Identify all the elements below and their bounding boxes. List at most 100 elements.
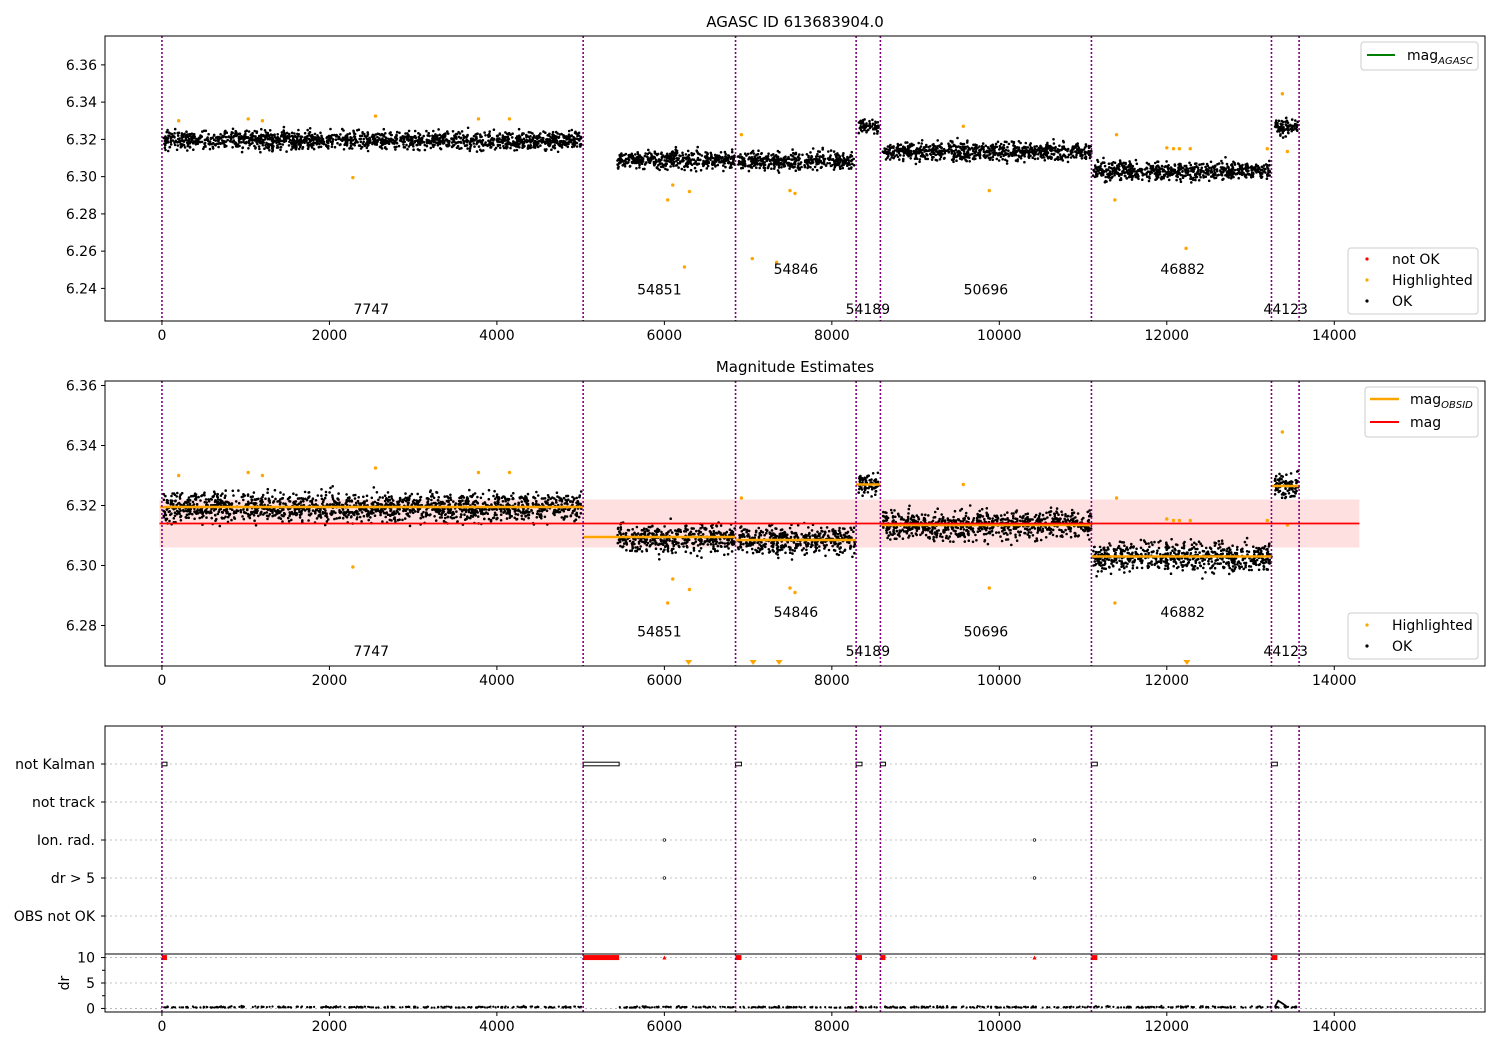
agasc-mag-axes: 0 2000 4000 6000 8000 10000 12000 14000 6.24 6.26…: [66, 58, 1357, 344]
agasc-mag-bottom-legend: not OK Highlighted OK: [1347, 247, 1479, 315]
ok-points: [162, 116, 1299, 184]
obsid-label: 46882: [1160, 605, 1205, 621]
dr-high-run: [161, 955, 167, 961]
obsid-label: 44123: [1263, 644, 1308, 660]
x-tick-label: 12000: [1145, 328, 1190, 344]
x-tick-label: 0: [157, 673, 166, 689]
magnitude-estimates-top-legend: magOBSID mag: [1364, 386, 1479, 438]
legend-label-ok: OK: [1392, 639, 1413, 655]
flag-run: [1270, 761, 1278, 767]
highlighted-point: [1188, 518, 1192, 523]
flags-plot-area: [105, 726, 1485, 1012]
legend-marker-ok: [1365, 299, 1369, 303]
dr-high-point: [662, 955, 667, 960]
x-tick-label: 4000: [479, 1019, 515, 1035]
highlighted-point: [351, 565, 355, 569]
obsid-label: 7747: [353, 644, 389, 660]
y-tick-label: 6.36: [66, 58, 97, 74]
obsid-label: 54189: [846, 644, 891, 660]
highlighted-point: [793, 590, 797, 595]
flag-row-label: not track: [32, 795, 96, 811]
obsid-label: 50696: [964, 282, 1009, 298]
flag-point: [1032, 876, 1037, 880]
legend-box: [1360, 41, 1479, 71]
dr-high-point: [1032, 955, 1037, 960]
highlighted-point: [1285, 149, 1290, 154]
dr-high-run: [1271, 955, 1278, 961]
highlighted-point: [373, 466, 378, 470]
highlighted-point: [1177, 518, 1182, 523]
flags-axes: 0 2000 4000 6000 8000 10000 12000 14000 not Kalm…: [14, 757, 1357, 1035]
highlighted-point: [687, 587, 692, 592]
x-tick-label: 8000: [814, 328, 850, 344]
x-tick-label: 4000: [479, 328, 515, 344]
legend-marker-not-ok: [1365, 257, 1369, 261]
x-tick-label: 0: [157, 328, 166, 344]
obsid-label: 54846: [774, 262, 819, 278]
highlighted-point: [739, 133, 744, 137]
y-tick-label: 6.34: [66, 439, 97, 455]
highlighted-point: [1280, 430, 1285, 434]
highlighted-point: [987, 586, 991, 590]
highlighted-point: [671, 577, 675, 581]
y-tick-label: 6.30: [66, 170, 97, 186]
highlighted-point: [961, 482, 966, 487]
highlighted-point: [246, 117, 250, 121]
x-tick-label: 2000: [312, 673, 348, 689]
obsid-label: 54846: [774, 605, 819, 621]
flags-frame: [104, 725, 1486, 1013]
highlighted-point: [774, 260, 779, 265]
obsid-label: 7747: [353, 302, 389, 318]
legend-label-highlighted: Highlighted: [1392, 273, 1473, 289]
flag-row-label: OBS not OK: [14, 909, 96, 925]
legend-label-mag-agasc: magAGASC: [1407, 48, 1473, 67]
x-tick-label: 14000: [1312, 673, 1357, 689]
dr-high-run: [583, 955, 620, 961]
legend-marker-highlighted: [1365, 623, 1369, 627]
legend-label-mag-obsid: magOBSID: [1410, 392, 1473, 411]
flag-point: [662, 838, 667, 842]
dr-high-run: [880, 955, 886, 961]
highlighted-point: [671, 183, 675, 187]
flag-row-label: dr > 5: [51, 871, 95, 887]
magnitude-estimates-bottom-legend: Highlighted OK: [1347, 612, 1479, 660]
highlighted-point: [1171, 518, 1176, 523]
legend-label-highlighted: Highlighted: [1392, 618, 1473, 634]
highlighted-point: [987, 188, 991, 193]
obsid-label: 54851: [637, 625, 682, 641]
highlighted-point: [1280, 92, 1285, 96]
agasc-mag-plot-area: 7747 54851 54846 54189 50696 46882 44123: [161, 36, 1308, 321]
legend-label-not-ok: not OK: [1392, 252, 1440, 268]
x-tick-label: 14000: [1312, 328, 1357, 344]
highlighted-point: [260, 119, 265, 123]
y-tick-label: 6.34: [66, 95, 97, 111]
highlighted-point: [507, 117, 512, 121]
highlighted-point: [507, 470, 512, 475]
y-tick-label: 6.26: [66, 244, 97, 260]
obsid-label: 50696: [964, 625, 1009, 641]
highlighted-point: [788, 586, 792, 590]
x-tick-label: 12000: [1145, 673, 1190, 689]
x-tick-label: 6000: [647, 673, 683, 689]
magnitude-estimates-panel: Magnitude Estimates 7747 54851 54846 54189 5…: [66, 358, 1486, 689]
x-tick-label: 8000: [814, 673, 850, 689]
offscale-marker: [775, 660, 783, 665]
highlighted-point: [260, 473, 265, 478]
y-tick-label: 6.28: [66, 619, 97, 635]
x-tick-label: 10000: [977, 1019, 1022, 1035]
magnitude-estimates-plot-area: 7747 54851 54846 54189 50696 46882 44123: [159, 381, 1360, 666]
legend-label-mag: mag: [1410, 415, 1441, 431]
flags-panel: 0 2000 4000 6000 8000 10000 12000 14000 not Kalm…: [14, 725, 1486, 1035]
offscale-marker: [685, 660, 693, 665]
highlighted-point: [666, 198, 670, 202]
highlighted-point: [1177, 146, 1182, 151]
y-tick-label: 6.24: [66, 281, 97, 297]
obsid-label: 54189: [846, 302, 891, 318]
agasc-mag-top-legend: magAGASC: [1360, 41, 1479, 71]
flag-point: [1032, 838, 1037, 842]
highlighted-point: [176, 119, 181, 123]
highlighted-point: [1165, 517, 1169, 521]
highlighted-point: [788, 188, 792, 193]
highlighted-point: [793, 191, 797, 196]
